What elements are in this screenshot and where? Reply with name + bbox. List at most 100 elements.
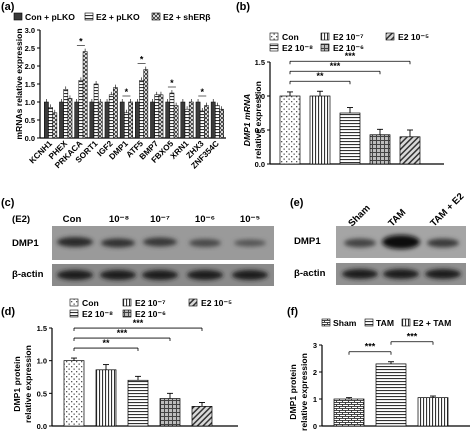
legend-label: Sham: [333, 318, 357, 328]
bar: [339, 112, 361, 165]
legend-swatch: [13, 12, 23, 21]
y-tick-label: 1.5: [25, 80, 35, 89]
sig-stars: ***: [117, 328, 128, 338]
blot-c-dmp1-strip: [52, 226, 274, 260]
bar: [128, 101, 133, 139]
bar: [375, 363, 407, 427]
blot-band: [57, 237, 93, 247]
bar: [135, 101, 140, 139]
legend-swatch: [320, 43, 330, 52]
bar: [159, 398, 181, 427]
blot-c-lane-label: Con: [63, 214, 82, 225]
bar: [74, 101, 80, 139]
bar: [44, 101, 49, 139]
blot-band: [342, 269, 378, 279]
blot-band: [57, 270, 93, 280]
bar: [180, 101, 186, 139]
panel-e: (e) Sham TAM TAM + E2 DMP1 β-actin: [290, 191, 466, 285]
bar: [78, 80, 84, 139]
panel-d-ylabel-1: DMP1 protein: [12, 356, 22, 411]
bar: [59, 101, 64, 139]
legend-label: E2 10⁻⁸: [82, 309, 113, 319]
blot-c-lane-label: 10⁻⁵: [240, 214, 260, 225]
blot-band: [232, 270, 268, 280]
panel-d-chart: 0.00.51.01.5********: [37, 318, 238, 431]
sig-stars: ***: [365, 342, 376, 352]
bar: [67, 98, 73, 139]
blot-e-lane-label: Sham: [346, 203, 372, 229]
legend-label: E2 + pLKO: [96, 12, 140, 22]
legend-swatch: [364, 318, 374, 327]
bar: [188, 101, 194, 139]
blot-c-row-label: β-actin: [12, 269, 44, 280]
legend-label: Con: [82, 298, 99, 308]
legend-swatch: [84, 12, 94, 21]
legend-swatch: [151, 12, 161, 21]
blot-band: [234, 239, 266, 247]
blot-band: [383, 269, 419, 279]
y-tick-label: 1: [313, 395, 317, 404]
legend-label: E2 10⁻⁶: [135, 309, 166, 319]
blot-e-actin-strip: [336, 263, 466, 285]
panel-a: (a) Con + pLKO E2 + pLKO E2 + shERβ mRNA…: [1, 1, 226, 171]
bar: [150, 101, 155, 139]
sig-stars: **: [316, 71, 324, 81]
sig-star: *: [125, 87, 129, 97]
panel-a-gene-labels: KCNH1PHEXPRKACASORT1IGF2DMP1ATF5BMP7FBXO…: [28, 139, 221, 171]
y-tick-label: 0.0: [255, 160, 265, 169]
legend-swatch: [122, 309, 132, 318]
legend-swatch: [69, 309, 79, 318]
bar: [169, 92, 175, 139]
blot-e-row-label: β-actin: [294, 268, 326, 279]
panel-f-legend: Sham TAM E2 + TAM: [321, 318, 451, 328]
y-tick-label: 0.0: [25, 134, 35, 143]
bar: [82, 51, 88, 139]
panel-d-label: (d): [1, 306, 15, 318]
panel-f-ylabel-2: relative expression: [299, 353, 309, 431]
sig-star: *: [200, 87, 204, 97]
legend-label: E2 + TAM: [413, 318, 451, 328]
panel-b-label: (b): [236, 1, 250, 13]
bar: [89, 101, 95, 139]
blot-band: [187, 270, 223, 280]
panel-b-legend: Con E2 10⁻⁷ E2 10⁻⁵ E2 10⁻⁸ E2 10⁻⁶: [269, 32, 429, 53]
bar: [127, 379, 149, 427]
panel-e-label: (e): [290, 197, 304, 209]
y-tick-label: 0.0: [37, 422, 47, 431]
bar: [158, 94, 164, 139]
legend-swatch: [188, 298, 198, 307]
blot-c-actin-strip: [52, 264, 274, 286]
sig-stars: **: [102, 338, 110, 348]
sig-stars: ***: [407, 332, 418, 342]
panel-b-chart: 0.00.51.01.5********: [255, 51, 444, 169]
bar: [399, 136, 421, 165]
y-tick-label: 1.5: [37, 324, 47, 333]
panel-c: (c) (E2) Con 10⁻⁸ 10⁻⁷ 10⁻⁶ 10⁻⁵ DMP1 β-…: [1, 197, 274, 286]
blot-e-row-label: DMP1: [294, 236, 321, 247]
bar: [369, 134, 391, 165]
blot-e-lane-label: TAM + E2: [428, 191, 466, 229]
panel-f-label: (f): [287, 306, 298, 318]
bar: [309, 95, 331, 165]
bar: [97, 101, 103, 139]
bar: [63, 89, 69, 139]
blot-band: [427, 238, 459, 248]
legend-swatch: [385, 32, 395, 41]
bar: [219, 108, 224, 139]
bar: [210, 101, 216, 139]
sig-star: *: [170, 78, 174, 88]
y-tick-label: 0.5: [37, 389, 47, 398]
panel-b-ylabel-1: DMP1 mRNA: [242, 94, 252, 147]
y-tick-label: 3: [313, 341, 317, 350]
bar: [108, 94, 114, 139]
y-tick-label: 2.0: [25, 62, 35, 71]
blot-c-row-label: DMP1: [12, 238, 39, 249]
panel-a-legend: Con + pLKO E2 + pLKO E2 + shERβ: [13, 12, 211, 22]
bar: [154, 94, 160, 139]
panel-c-label: (c): [1, 197, 15, 209]
y-tick-label: 1.0: [37, 357, 47, 366]
y-tick-label: 2.5: [25, 44, 35, 53]
blot-e-lane-label: TAM: [386, 207, 408, 229]
legend-label: Con: [282, 32, 299, 42]
bar: [139, 80, 144, 139]
